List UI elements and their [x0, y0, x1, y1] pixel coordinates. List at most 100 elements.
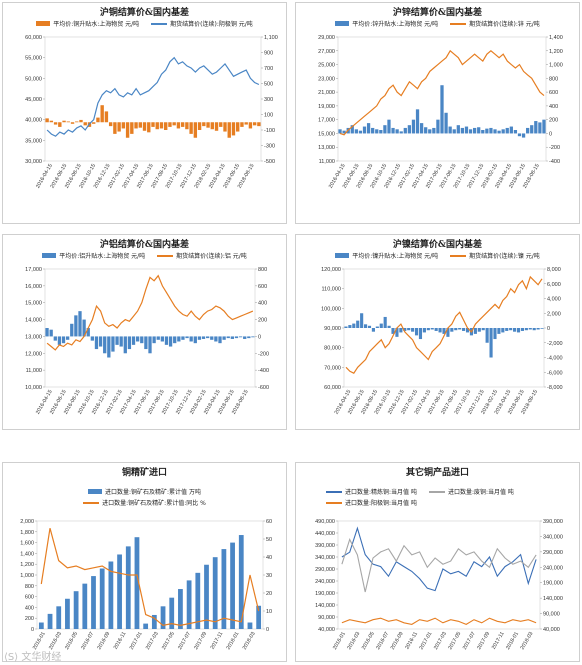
plot-frame — [337, 520, 541, 630]
x-tick-label: 2017-07 — [462, 631, 477, 651]
y-tick-label-right: 30 — [266, 573, 272, 579]
data-bar — [108, 561, 114, 629]
y-tick-label-left: 21,000 — [318, 90, 335, 96]
y-tick-label-left: 390,000 — [315, 543, 335, 549]
data-bar — [113, 122, 117, 134]
data-bar — [74, 315, 78, 337]
chart-svg: 30,000 35,000 40,000 45,000 50,000 55,000 60,0… — [25, 35, 278, 189]
data-bar — [352, 323, 356, 328]
legend-item: 进口数量:铜矿石及精矿:累计值:同比 % — [83, 498, 206, 507]
y-tick-label-left: 40,000 — [318, 627, 335, 633]
data-line — [46, 56, 260, 137]
y-tick-label-left: 60,000 — [324, 385, 341, 391]
legend-label: 进口数量:废铜:当月值 吨 — [447, 489, 514, 496]
y-tick-label-left: 29,000 — [318, 35, 335, 41]
data-bar — [375, 129, 379, 134]
series-line — [341, 617, 537, 626]
data-bar — [94, 336, 99, 350]
x-tick-label: 2016-11 — [404, 631, 419, 651]
legend-item: 进口数量:铜矿石及精矿:累计值 万吨 — [88, 487, 201, 496]
data-bar — [338, 129, 342, 134]
data-bar — [100, 105, 104, 123]
chart-legend: 进口数量:铜矿石及精矿:累计值 万吨 进口数量:铜矿石及精矿:累计值:同比 % — [3, 487, 286, 507]
data-bar — [92, 122, 96, 124]
y-tick-label-right: 190,000 — [543, 581, 563, 587]
data-bar — [168, 336, 173, 347]
plot-frame — [44, 268, 256, 388]
y-tick-label-left: 1,800 — [20, 530, 34, 536]
data-bar — [367, 325, 372, 328]
data-bar — [214, 336, 218, 342]
data-bar — [403, 328, 407, 331]
y-tick-label-right: 8,000 — [547, 267, 561, 273]
data-bar — [218, 336, 222, 344]
data-bar — [206, 122, 210, 128]
data-bar — [121, 122, 126, 129]
y-tick-label-left: 15,000 — [25, 301, 42, 307]
data-bar — [86, 328, 90, 337]
y-tick-label-left: 11,000 — [319, 159, 335, 165]
data-bar — [176, 122, 181, 129]
y-tick-label-left: 13,000 — [318, 145, 335, 151]
data-bar — [164, 122, 168, 130]
legend-item: 进口数量:精炼铜:当月值 吨 — [326, 487, 417, 496]
x-tick-label: 2017-05 — [447, 631, 462, 651]
chart-title: 沪铜结算价&国内基差 — [99, 8, 190, 18]
chart-title: 沪镍结算价&国内基差 — [392, 240, 483, 250]
data-bar — [147, 122, 151, 133]
y-tick-label-left: 90,000 — [318, 615, 335, 621]
legend-label: 期货结算价(连续):铝 元/吨 — [176, 253, 247, 260]
data-bar — [414, 328, 419, 336]
data-bar — [79, 119, 83, 123]
chart-panel-copper: 沪铜结算价&国内基差 平均价:铜升贴水:上海物贸 元/吨 期货结算价(连续):阴… — [2, 2, 287, 224]
legend-label: 期货结算价(连续):阴极铜 元/吨 — [170, 21, 253, 28]
y-tick-label-left: 120,000 — [321, 267, 341, 273]
y-tick-label-right: 0 — [258, 334, 261, 340]
x-tick-label: 2016-11 — [113, 631, 128, 651]
y-tick-label-right: 2,000 — [547, 311, 561, 317]
y-tick-label-right: 90,000 — [543, 612, 560, 618]
data-bar — [202, 122, 206, 127]
y-tick-label-left: 55,000 — [25, 56, 42, 62]
data-bar — [422, 328, 426, 333]
y-tick-label-right: 340,000 — [543, 534, 563, 540]
x-tick-label: 2017-09 — [193, 631, 208, 651]
x-tick-label: 2017-03 — [433, 631, 448, 651]
data-line — [46, 274, 254, 351]
data-bar — [108, 122, 113, 127]
data-bar — [155, 122, 159, 130]
data-bar — [151, 122, 155, 127]
x-tick-label: 2016-01 — [332, 631, 347, 651]
data-bar — [428, 129, 432, 134]
data-bar — [489, 328, 493, 358]
chart-svg: 60,000 70,000 80,000 90,000 100,000 110,000 12… — [321, 267, 563, 415]
x-tick-label: 2018-01 — [505, 631, 520, 651]
y-tick-label-left: 40,000 — [25, 118, 42, 124]
data-bar — [442, 328, 446, 334]
data-bar — [134, 537, 140, 629]
chart-title: 沪锌结算价&国内基差 — [392, 8, 483, 18]
chart-svg: 02004006008001,0001,2001,4001,6001,8002,… — [20, 519, 272, 651]
data-bar — [219, 122, 223, 127]
legend-item: 平均价:锌升贴水:上海物贸 元/吨 — [335, 19, 438, 28]
data-bar — [82, 319, 86, 337]
legend-swatch — [450, 22, 467, 25]
data-bar — [144, 336, 148, 350]
data-bar — [493, 129, 497, 134]
data-bar — [505, 328, 509, 331]
x-tick-label: 2018-01 — [226, 631, 241, 651]
y-tick-label-left: 340,000 — [315, 555, 335, 561]
x-tick-label: 2017-11 — [491, 631, 506, 651]
y-tick-label-right: 390,000 — [543, 519, 563, 525]
x-tick-label: 2016-05 — [64, 631, 79, 651]
legend-item: 期货结算价(连续):锌 元/吨 — [450, 19, 540, 28]
legend-swatch — [151, 22, 168, 25]
y-tick-label-right: -300 — [264, 144, 275, 150]
data-bar — [82, 583, 88, 629]
data-bar — [138, 122, 142, 128]
data-bar — [426, 328, 430, 331]
chart-legend: 进口数量:精炼铜:当月值 吨 进口数量:废铜:当月值 吨 进口数量:阳极铜:当月… — [296, 487, 579, 507]
y-tick-label-left: 12,000 — [25, 351, 42, 357]
data-bar — [204, 564, 209, 629]
x-tick-label: 2016-03 — [346, 631, 361, 651]
